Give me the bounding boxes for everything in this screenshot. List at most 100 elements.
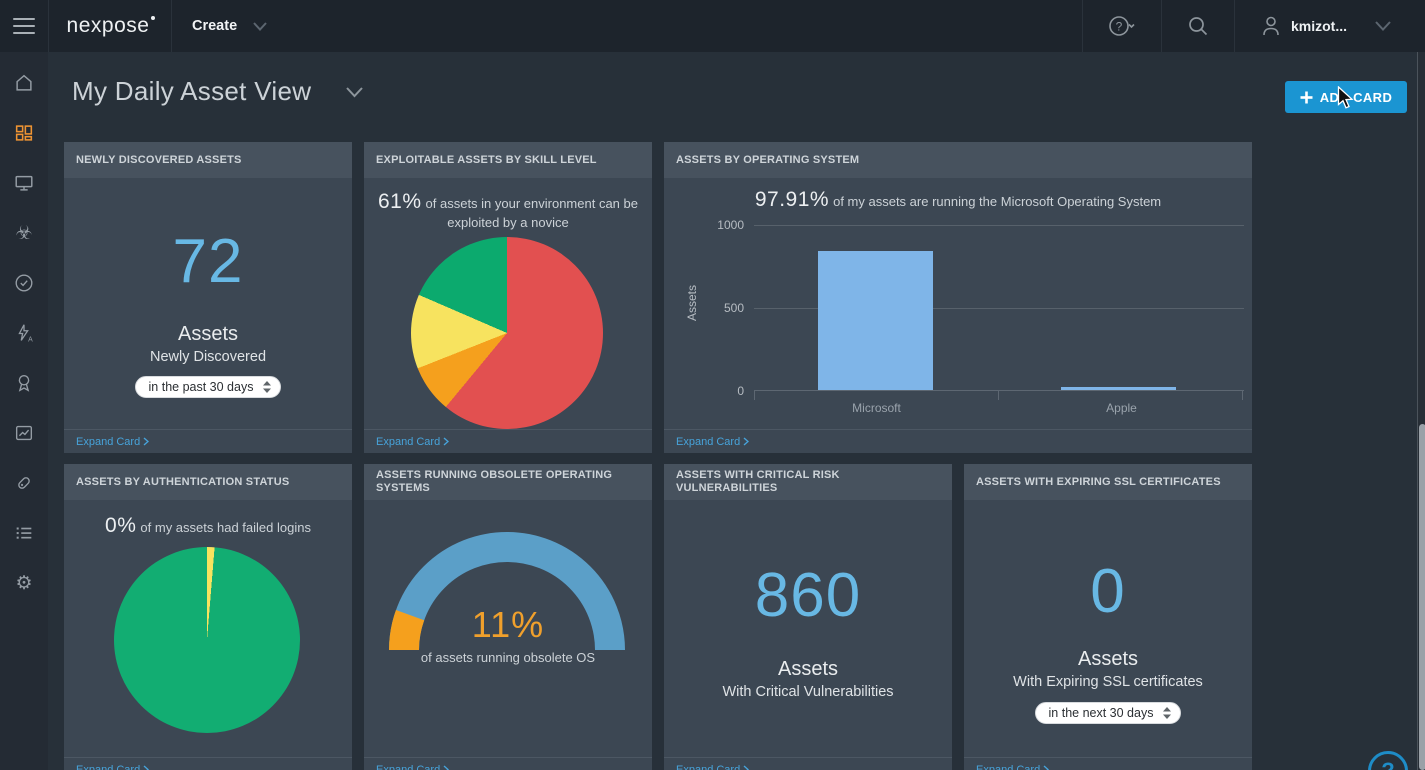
gauge-label: of assets running obsolete OS: [420, 650, 596, 665]
expand-card-label: Expand Card: [376, 435, 441, 448]
category-label-apple: Apple: [1106, 401, 1137, 415]
auth-status-pie-chart[interactable]: [114, 547, 300, 733]
create-menu[interactable]: Create: [192, 0, 267, 52]
search-button[interactable]: [1160, 0, 1234, 52]
expand-card-link[interactable]: Expand Card: [676, 764, 750, 770]
card-body: 97.91% of my assets are running the Micro…: [664, 178, 1252, 429]
plus-icon: [1300, 91, 1313, 103]
card-header: ASSETS RUNNING OBSOLETE OPERATING SYSTEM…: [364, 464, 652, 500]
card-footer: Expand Card: [64, 429, 352, 453]
category-label-microsoft: Microsoft: [852, 401, 901, 415]
sidebar-item-policies[interactable]: [0, 258, 48, 308]
bar-microsoft[interactable]: [818, 250, 933, 390]
os-bar-chart: Microsoft Apple: [754, 225, 1244, 415]
chevron-right-icon: [1043, 765, 1050, 770]
card-headline: 61% of assets in your environment can be …: [364, 191, 652, 232]
username-label: kmizot...: [1290, 18, 1347, 34]
card-header: EXPLOITABLE ASSETS BY SKILL LEVEL: [364, 142, 652, 178]
metric-sublabel: With Expiring SSL certificates: [1013, 674, 1203, 690]
time-range-select[interactable]: in the next 30 days: [1034, 702, 1182, 724]
card-footer: Expand Card: [64, 757, 352, 770]
hamburger-menu-icon[interactable]: [13, 18, 35, 34]
chevron-right-icon: [743, 765, 750, 770]
card-obsolete-os: ASSETS RUNNING OBSOLETE OPERATING SYSTEM…: [364, 464, 652, 770]
metric-label: Assets: [1077, 648, 1139, 670]
card-header: ASSETS WITH CRITICAL RISK VULNERABILITIE…: [664, 464, 952, 500]
settings-gear-icon: ⚙: [15, 572, 33, 594]
sidebar-item-reports[interactable]: [0, 408, 48, 458]
headline-value: 97.91%: [754, 188, 830, 211]
create-menu-label: Create: [192, 18, 238, 34]
card-header: ASSETS BY AUTHENTICATION STATUS: [64, 464, 352, 500]
expand-card-link[interactable]: Expand Card: [976, 764, 1050, 770]
chevron-down-icon: [253, 21, 267, 31]
card-title: ASSETS RUNNING OBSOLETE OPERATING SYSTEM…: [376, 469, 613, 494]
bar-apple[interactable]: [1061, 387, 1176, 390]
sidebar-item-dashboard[interactable]: [0, 108, 48, 158]
svg-text:A: A: [28, 336, 33, 343]
y-tick-1000: 1000: [717, 218, 744, 232]
topbar-right-cluster: ? kmizot...: [1081, 0, 1417, 52]
expand-card-link[interactable]: Expand Card: [676, 436, 750, 448]
top-navigation-bar: nexpose Create ? kmiz: [0, 0, 1425, 52]
card-headline: 0% of my assets had failed logins: [64, 515, 352, 537]
card-body: 0 Assets With Expiring SSL certificates …: [964, 500, 1252, 757]
user-menu[interactable]: kmizot...: [1233, 0, 1417, 52]
card-body: 11% of assets running obsolete OS: [364, 500, 652, 757]
select-arrows-icon: [1163, 707, 1172, 719]
sidebar-item-administration[interactable]: [0, 508, 48, 558]
card-body: 0% of my assets had failed logins: [64, 500, 352, 757]
expand-card-link[interactable]: Expand Card: [376, 763, 450, 770]
add-card-button[interactable]: ADD CARD: [1285, 81, 1407, 113]
sidebar-item-vulnerabilities[interactable]: ☣: [0, 208, 48, 258]
expand-card-link[interactable]: Expand Card: [376, 435, 450, 448]
app-logo[interactable]: nexpose: [48, 0, 172, 52]
x-axis-tick: [998, 391, 999, 400]
chevron-down-icon: [1375, 21, 1391, 31]
svg-text:?: ?: [1116, 20, 1123, 34]
administration-list-icon: [16, 527, 32, 539]
card-title: NEWLY DISCOVERED ASSETS: [76, 153, 242, 166]
sidebar-item-home[interactable]: [0, 58, 48, 108]
help-menu[interactable]: ?: [1081, 0, 1161, 52]
sidebar-item-settings[interactable]: ⚙: [0, 558, 48, 608]
headline-text: of assets in your environment can be exp…: [425, 196, 638, 230]
chevron-right-icon: [143, 437, 150, 446]
scrollbar-thumb[interactable]: [1418, 424, 1425, 770]
logo-trademark-dot: [151, 16, 156, 20]
time-range-select[interactable]: in the past 30 days: [134, 376, 282, 398]
card-footer: Expand Card: [964, 757, 1252, 770]
skill-level-pie-chart[interactable]: [411, 237, 603, 429]
y-tick-0: 0: [737, 384, 744, 398]
card-headline: 97.91% of my assets are running the Micro…: [664, 188, 1252, 211]
chevron-right-icon: [743, 437, 750, 446]
sidebar-item-tags[interactable]: [0, 458, 48, 508]
chevron-right-icon: [443, 437, 450, 446]
expand-card-link[interactable]: Expand Card: [76, 764, 150, 770]
card-body: 860 Assets With Critical Vulnerabilities: [664, 500, 952, 757]
help-bubble-button[interactable]: ?: [1368, 751, 1408, 770]
sidebar-item-assets[interactable]: [0, 158, 48, 208]
time-range-value: in the past 30 days: [148, 380, 254, 394]
y-tick-500: 500: [723, 301, 744, 315]
gauge-value: 11%: [471, 604, 545, 645]
gauge-track-arc: [389, 532, 625, 651]
obsolete-os-gauge-chart[interactable]: [364, 532, 652, 672]
assets-monitor-icon: [15, 175, 33, 191]
metric-value: 860: [754, 561, 862, 630]
page-title: My Daily Asset View: [72, 76, 312, 106]
scrollbar-track[interactable]: [1417, 52, 1425, 770]
help-bubble-label: ?: [1381, 758, 1394, 770]
sidebar-item-certificates[interactable]: [0, 358, 48, 408]
view-selector-chevron-icon[interactable]: [346, 85, 363, 103]
sidebar-item-automated-actions[interactable]: A: [0, 308, 48, 358]
expand-card-link[interactable]: Expand Card: [76, 436, 150, 448]
expand-card-label: Expand Card: [376, 763, 441, 770]
metric-sublabel: Newly Discovered: [149, 349, 267, 365]
card-footer: Expand Card: [364, 429, 652, 453]
card-auth-status: ASSETS BY AUTHENTICATION STATUS 0% of my …: [64, 464, 352, 770]
gridline-500: [754, 308, 1244, 309]
card-footer: Expand Card: [664, 757, 952, 770]
card-title: ASSETS WITH EXPIRING SSL CERTIFICATES: [976, 475, 1221, 488]
